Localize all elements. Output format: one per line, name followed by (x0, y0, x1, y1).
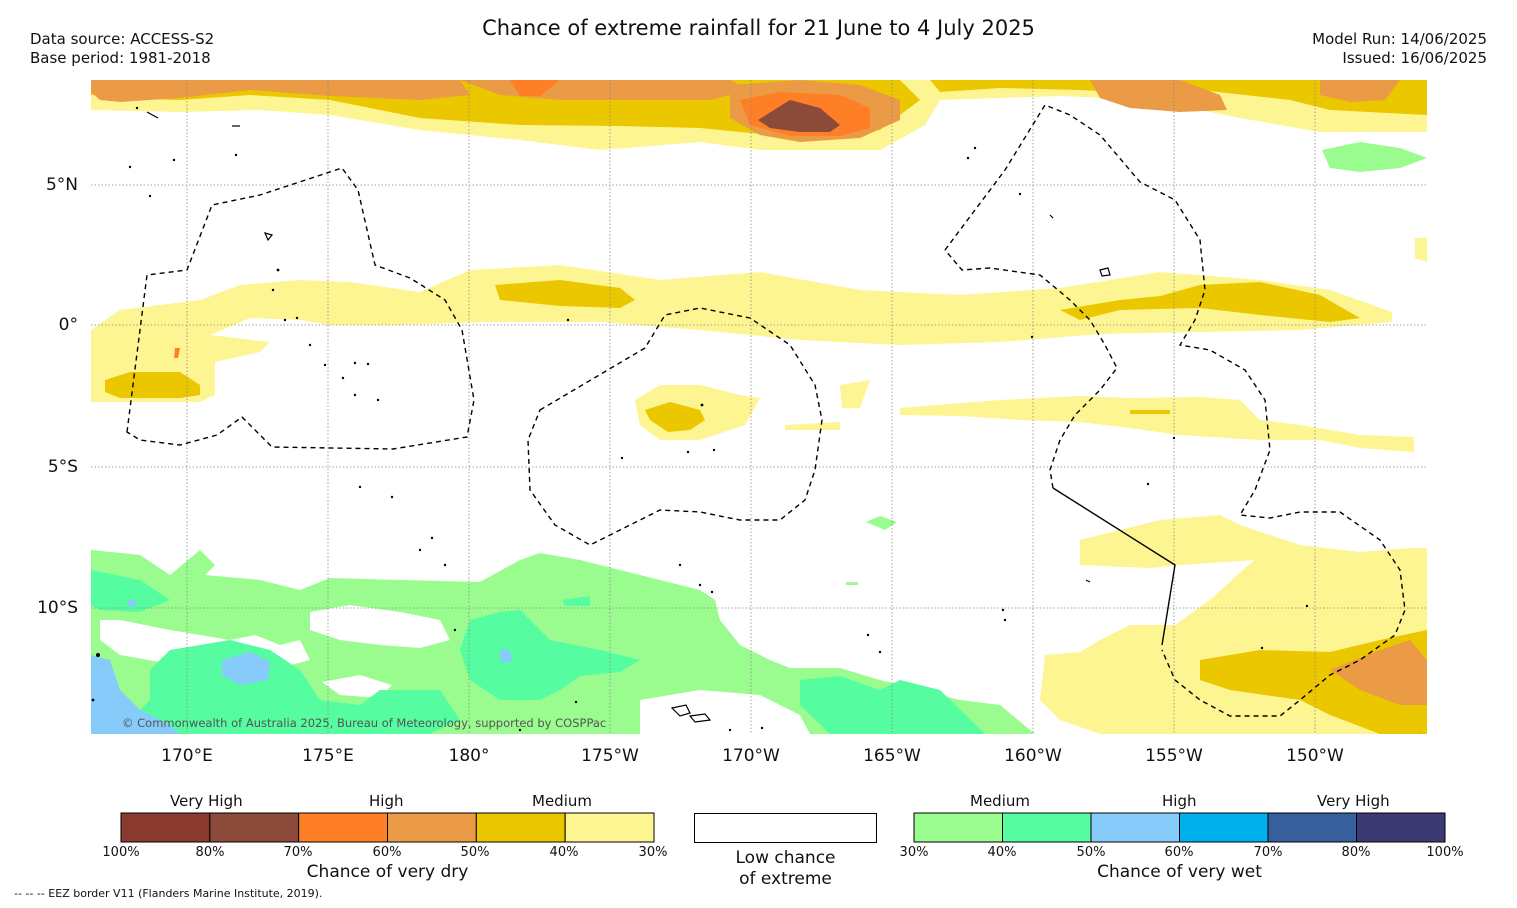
low-chance-line2: of extreme (739, 869, 832, 889)
lat-label-0: 0° (58, 315, 78, 335)
dry-colorbar (120, 812, 655, 843)
lon-label-155w: 155°W (1145, 746, 1203, 766)
wet-tick: 40% (987, 845, 1017, 860)
lon-label-160w: 160°W (1004, 746, 1062, 766)
wet-medium-light-areas (91, 142, 1427, 734)
dry-tick: 70% (283, 845, 313, 860)
dry-swatch-1 (209, 812, 300, 843)
lon-label-175w: 175°W (581, 746, 639, 766)
dry-level-medium: Medium (532, 792, 592, 810)
lat-label-5n: 5°N (45, 175, 78, 195)
wet-swatch-3 (1179, 812, 1269, 843)
dry-tick: 30% (638, 845, 668, 860)
dry-tick: 60% (372, 845, 402, 860)
map-title: Chance of extreme rainfall for 21 June t… (482, 16, 1035, 40)
wet-tick: 80% (1341, 845, 1371, 860)
dry-swatch-5 (564, 812, 655, 843)
model-run-label: Model Run: 14/06/2025 (1312, 30, 1487, 48)
base-period-label: Base period: 1981-2018 (30, 49, 211, 67)
lon-label-180: 180° (448, 746, 490, 766)
wet-medium-areas (91, 570, 985, 734)
eez-border-solid (1052, 487, 1176, 646)
wet-tick: 50% (1076, 845, 1106, 860)
eez-borders (126, 104, 1406, 717)
wet-swatch-1 (1002, 812, 1092, 843)
dry-very-high-area (758, 100, 840, 132)
lat-label-10s: 10°S (37, 598, 78, 618)
wet-tick: 60% (1164, 845, 1194, 860)
lon-label-165w: 165°W (863, 746, 921, 766)
wet-high-areas (91, 600, 512, 734)
wet-tick: 30% (899, 845, 929, 860)
dry-tick: 100% (102, 845, 140, 860)
dry-swatch-2 (298, 812, 389, 843)
model-run-info: Model Run: 14/06/2025 Issued: 16/06/2025 (1312, 30, 1487, 68)
wet-swatch-4 (1267, 812, 1357, 843)
wet-colorbar (913, 812, 1446, 843)
wet-caption: Chance of very wet (1097, 862, 1262, 882)
dry-level-very-high: Very High (170, 792, 243, 810)
wet-level-medium: Medium (970, 792, 1030, 810)
map-grid (91, 80, 1427, 734)
low-chance-line1: Low chance (735, 848, 836, 868)
wet-swatch-5 (1356, 812, 1446, 843)
lon-label-175e: 175°E (302, 746, 354, 766)
low-chance-swatch (694, 813, 877, 843)
dry-tick: 50% (460, 845, 490, 860)
wet-level-very-high: Very High (1317, 792, 1390, 810)
island-outlines (146, 111, 1111, 723)
eez-footnote: -- -- -- EEZ border V11 (Flanders Marine… (14, 887, 323, 900)
issued-label: Issued: 16/06/2025 (1342, 49, 1487, 67)
low-chance-caption: Low chance of extreme (694, 848, 877, 890)
dry-swatch-3 (387, 812, 477, 843)
island-dots (91, 106, 1421, 734)
lon-label-150w: 150°W (1286, 746, 1344, 766)
wet-tick: 100% (1426, 845, 1464, 860)
wet-swatch-0 (913, 812, 1003, 843)
dry-caption: Chance of very dry (306, 862, 469, 882)
dry-swatch-0 (120, 812, 211, 843)
data-source-label: Data source: ACCESS-S2 (30, 30, 215, 48)
lat-label-5s: 5°S (47, 457, 78, 477)
dry-swatch-4 (475, 812, 566, 843)
lon-label-170w: 170°W (722, 746, 780, 766)
dry-tick: 80% (195, 845, 225, 860)
lon-label-170e: 170°E (161, 746, 213, 766)
data-source-info: Data source: ACCESS-S2 Base period: 1981… (30, 30, 214, 68)
wet-level-high: High (1162, 792, 1197, 810)
copyright-notice: © Commonwealth of Australia 2025, Bureau… (122, 716, 607, 730)
wet-swatch-2 (1090, 812, 1180, 843)
dry-tick: 40% (549, 845, 579, 860)
wet-tick: 70% (1253, 845, 1283, 860)
dry-level-high: High (369, 792, 404, 810)
